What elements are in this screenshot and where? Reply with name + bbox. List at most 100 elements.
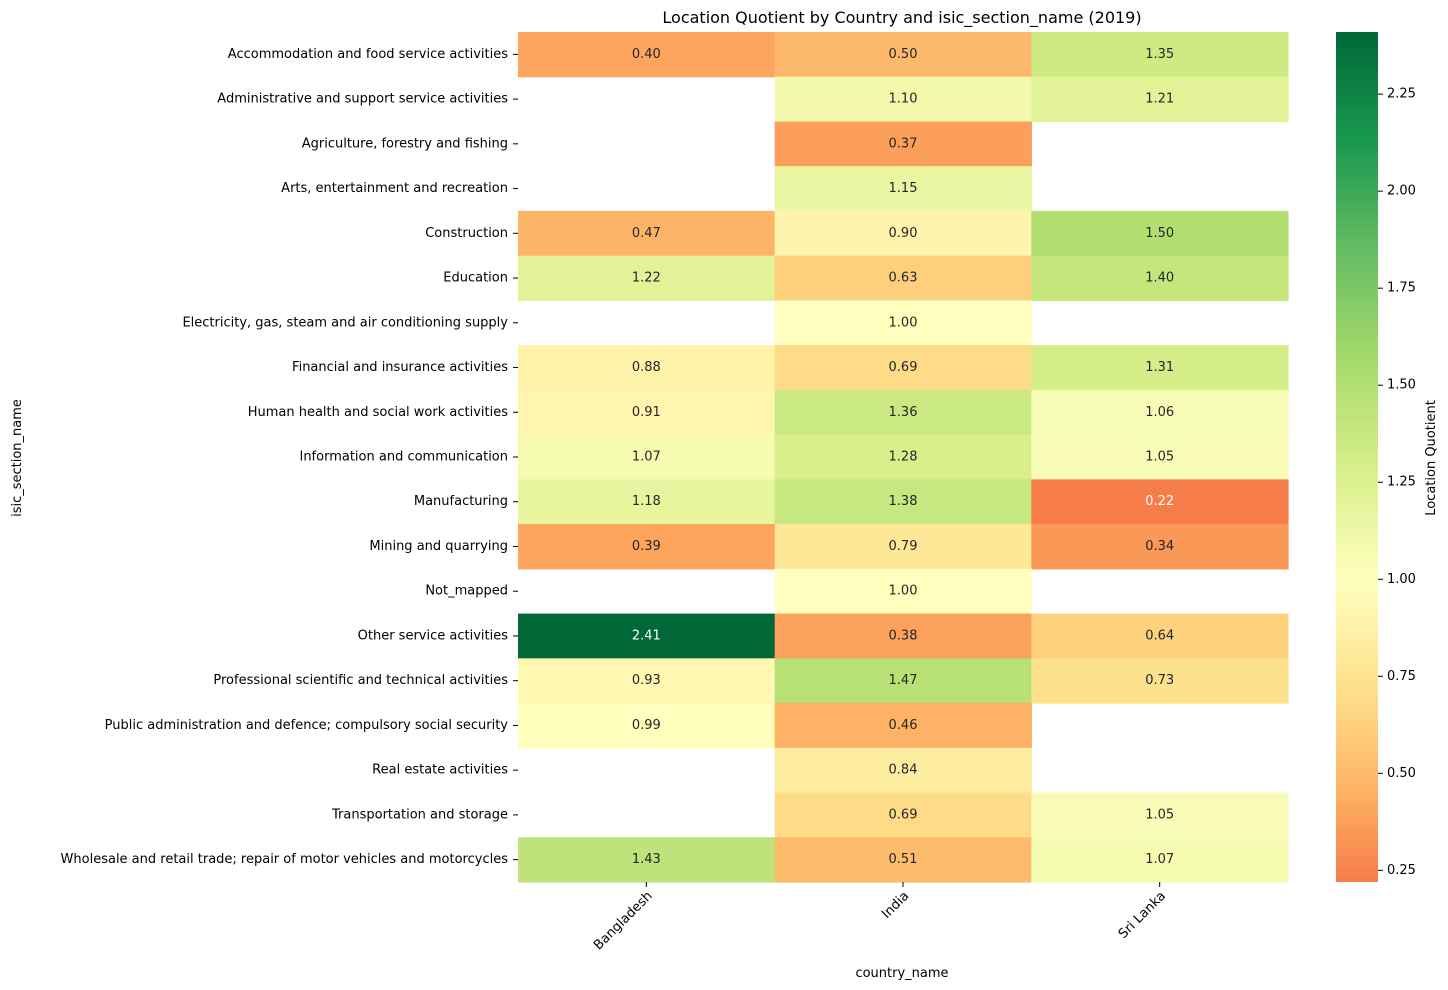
heatmap-cell [774,703,1032,749]
cell-value-label: 1.21 [1145,92,1174,107]
y-tick-label: Administrative and support service activ… [217,92,508,107]
heatmap-cell [518,703,776,749]
heatmap-cell [774,121,1032,167]
cell-value-label: 1.00 [889,315,918,330]
cell-value-label: 0.39 [632,539,661,554]
cell-value-label: 0.93 [632,673,661,688]
colorbar-tick-label: 0.75 [1387,669,1416,684]
cell-value-label: 0.47 [632,226,661,241]
x-tick-label: Bangladesh [591,889,656,954]
cell-value-label: 0.50 [889,47,918,62]
heatmap-cell [774,837,1032,883]
heatmap-cell [518,255,776,302]
cell-value-label: 0.90 [889,226,918,241]
heatmap-cell [518,524,776,570]
heatmap-cell [774,658,1032,704]
y-tick-label: Real estate activities [372,763,508,778]
heatmap-cell [774,747,1032,794]
heatmap-cell [774,166,1032,212]
cell-value-label: 1.05 [1145,807,1174,822]
heatmap-cell [1031,255,1289,302]
colorbar-tick-label: 2.25 [1387,87,1416,102]
cell-value-label: 1.00 [889,584,918,599]
heatmap-cell [774,32,1032,78]
cell-value-label: 0.34 [1145,539,1174,554]
heatmap-cell [518,210,776,257]
colorbar-tick-label: 2.00 [1387,184,1416,199]
heatmap-cell-labels: 0.40 0.50 1.35 1.10 1.21 0.37 1.15 0.47 0.90 1.50… [632,47,1174,867]
heatmap-cell [774,792,1032,838]
heatmap-cell [774,345,1032,391]
x-tick-label: India [879,889,912,922]
heatmap-cell [774,434,1032,480]
cell-value-label: 1.18 [632,494,661,509]
x-axis-ticks: Bangladesh India Sri Lanka [591,882,1169,953]
heatmap-cells [518,32,1289,883]
cell-value-label: 0.63 [889,271,918,286]
heatmap-cell [518,613,776,659]
heatmap-cell [518,434,776,480]
colorbar-tick-label: 1.25 [1387,475,1416,490]
cell-value-label: 0.40 [632,47,661,62]
cell-value-label: 1.43 [632,852,661,867]
y-tick-label: Agriculture, forestry and fishing [302,136,508,151]
heatmap-cell [1031,76,1289,123]
y-tick-label: Manufacturing [414,494,508,509]
y-tick-label: Accommodation and food service activitie… [228,47,508,62]
heatmap-cell [774,389,1032,436]
colorbar-tick-label: 1.75 [1387,281,1416,296]
colorbar-label: Location Quotient [1424,400,1439,516]
cell-value-label: 0.79 [889,539,918,554]
heatmap-cell [1031,345,1289,391]
heatmap-cell [518,32,776,78]
cell-value-label: 1.36 [889,405,918,420]
heatmap-cell [774,479,1032,525]
y-tick-label: Professional scientific and technical ac… [213,673,508,688]
cell-value-label: 1.35 [1145,47,1174,62]
heatmap-cell [1031,837,1289,883]
y-tick-label: Mining and quarrying [369,539,508,554]
heatmap-cell [518,389,776,436]
chart-title: Location Quotient by Country and isic_se… [662,8,1141,28]
heatmap-cell [1031,479,1289,525]
cell-value-label: 0.51 [889,852,918,867]
cell-value-label: 1.07 [1145,852,1174,867]
cell-value-label: 1.07 [632,450,661,465]
y-tick-label: Transportation and storage [331,807,508,822]
y-tick-label: Not_mapped [425,584,508,599]
heatmap-cell [1031,389,1289,436]
y-tick-label: Human health and social work activities [248,405,509,420]
heatmap-cell [518,479,776,525]
cell-value-label: 0.69 [889,807,918,822]
heatmap-cell [518,658,776,704]
heatmap-cell [1031,524,1289,570]
cell-value-label: 1.40 [1145,271,1174,286]
cell-value-label: 0.46 [889,718,918,733]
colorbar [1336,32,1378,882]
heatmap-cell [774,613,1032,659]
y-tick-label: Wholesale and retail trade; repair of mo… [61,852,509,867]
y-tick-label: Public administration and defence; compu… [105,718,509,733]
heatmap-cell [1031,792,1289,838]
colorbar-tick-label: 1.50 [1387,378,1416,393]
y-tick-label: Education [443,271,508,286]
y-tick-label: Arts, entertainment and recreation [281,181,508,196]
heatmap-cell [774,524,1032,570]
colorbar-tick-label: 1.00 [1387,572,1416,587]
x-axis-label: country_name [855,966,948,981]
cell-value-label: 1.31 [1145,360,1174,375]
heatmap-cell [774,300,1032,346]
heatmap-cell [774,210,1032,257]
y-tick-label: Construction [425,226,508,241]
heatmap-cell [1031,434,1289,480]
cell-value-label: 1.47 [889,673,918,688]
cell-value-label: 1.15 [889,181,918,196]
y-axis-label: isic_section_name [10,399,25,517]
cell-value-label: 0.99 [632,718,661,733]
cell-value-label: 1.22 [632,271,661,286]
heatmap-cell [774,568,1032,615]
cell-value-label: 1.50 [1145,226,1174,241]
cell-value-label: 1.10 [889,92,918,107]
cell-value-label: 1.06 [1145,405,1174,420]
